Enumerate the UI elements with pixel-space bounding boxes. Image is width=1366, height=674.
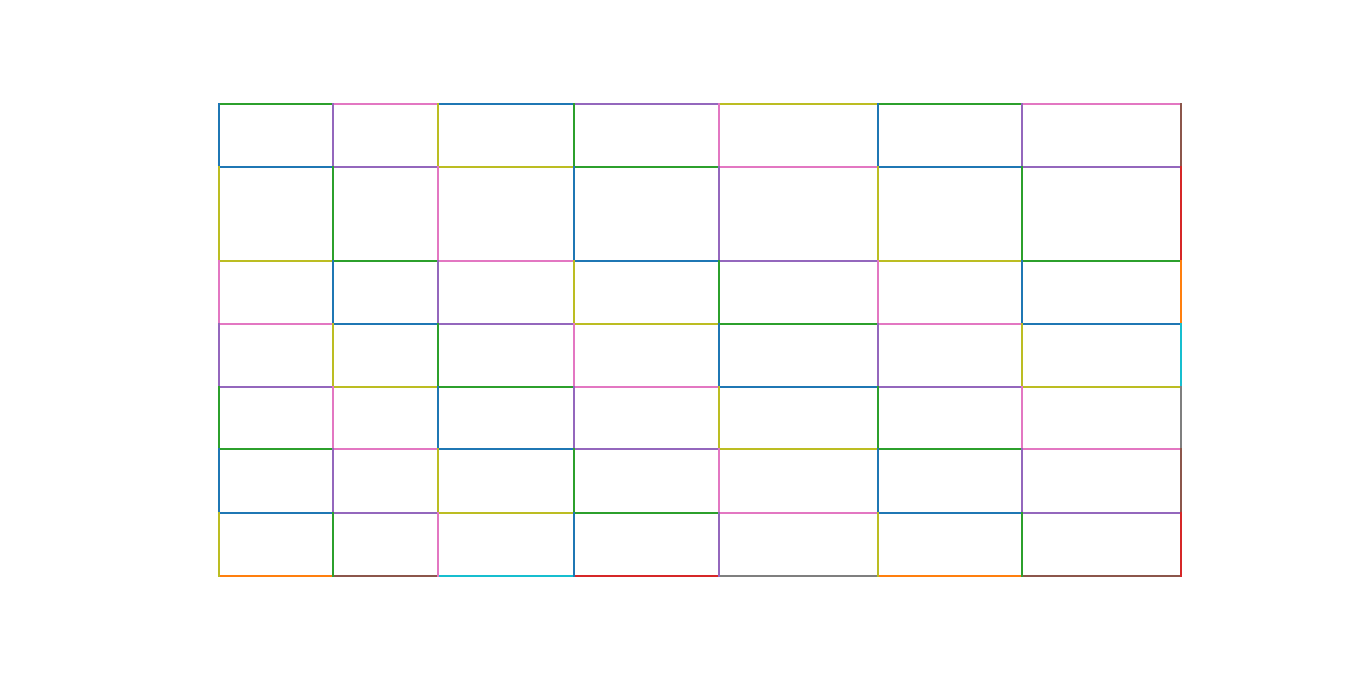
grid-plot (218, 103, 1182, 577)
